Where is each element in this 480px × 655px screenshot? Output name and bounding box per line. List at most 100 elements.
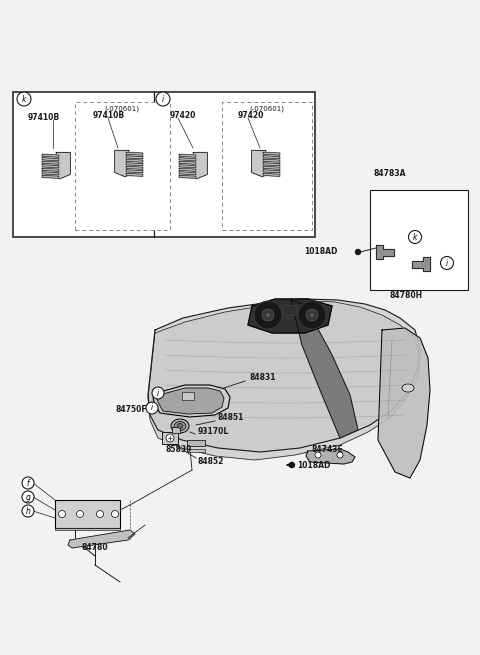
Text: 97420: 97420 <box>238 111 264 119</box>
Polygon shape <box>115 151 129 177</box>
Polygon shape <box>263 162 280 166</box>
Bar <box>187 449 205 452</box>
Polygon shape <box>148 299 420 452</box>
Circle shape <box>337 452 343 458</box>
Bar <box>370 190 468 290</box>
Polygon shape <box>126 152 143 155</box>
Polygon shape <box>263 170 280 173</box>
Text: 84750F: 84750F <box>115 405 146 415</box>
Polygon shape <box>263 166 280 170</box>
Bar <box>162 432 178 444</box>
Polygon shape <box>291 300 358 438</box>
Polygon shape <box>179 168 196 172</box>
Text: 84831: 84831 <box>249 373 276 383</box>
Polygon shape <box>263 159 280 162</box>
Text: (-070601): (-070601) <box>250 106 285 113</box>
Text: f: f <box>27 479 29 487</box>
Polygon shape <box>179 161 196 164</box>
Polygon shape <box>248 299 332 333</box>
Text: i: i <box>446 259 448 267</box>
Polygon shape <box>42 154 59 157</box>
Bar <box>75 102 170 230</box>
Text: 84783A: 84783A <box>373 170 406 179</box>
Polygon shape <box>42 161 59 164</box>
Polygon shape <box>378 328 430 478</box>
Ellipse shape <box>174 422 186 430</box>
Circle shape <box>22 505 34 517</box>
Polygon shape <box>56 153 70 179</box>
Polygon shape <box>263 152 280 155</box>
Text: 84780: 84780 <box>82 544 108 553</box>
Text: 93170L: 93170L <box>198 426 229 436</box>
Circle shape <box>156 92 170 106</box>
Text: g: g <box>25 493 30 502</box>
Text: 84852: 84852 <box>198 457 224 466</box>
Polygon shape <box>126 170 143 173</box>
Polygon shape <box>179 158 196 160</box>
Text: 1018AD: 1018AD <box>304 248 337 257</box>
Bar <box>283 305 297 315</box>
Text: 85839: 85839 <box>166 445 192 453</box>
Polygon shape <box>42 176 59 178</box>
Polygon shape <box>157 388 224 414</box>
Bar <box>172 427 180 433</box>
Ellipse shape <box>178 424 182 428</box>
Circle shape <box>146 402 158 414</box>
Circle shape <box>310 313 314 317</box>
Polygon shape <box>263 156 280 159</box>
Polygon shape <box>153 385 230 417</box>
Polygon shape <box>179 176 196 178</box>
Bar <box>13 92 315 237</box>
Circle shape <box>356 250 360 255</box>
Circle shape <box>111 510 119 517</box>
Polygon shape <box>263 174 280 176</box>
Polygon shape <box>126 159 143 162</box>
Circle shape <box>441 257 454 269</box>
Circle shape <box>306 309 318 321</box>
Polygon shape <box>306 449 355 464</box>
Polygon shape <box>126 156 143 159</box>
Circle shape <box>315 452 321 458</box>
Polygon shape <box>42 158 59 160</box>
Text: 84780H: 84780H <box>390 291 423 299</box>
Circle shape <box>166 434 174 442</box>
Polygon shape <box>126 162 143 166</box>
Text: 97410B: 97410B <box>28 113 60 121</box>
Ellipse shape <box>402 384 414 392</box>
Polygon shape <box>42 164 59 168</box>
Polygon shape <box>376 245 394 259</box>
Polygon shape <box>412 257 430 271</box>
Text: 97410B: 97410B <box>93 111 125 119</box>
Polygon shape <box>42 172 59 175</box>
Bar <box>55 500 120 528</box>
Polygon shape <box>42 168 59 172</box>
Circle shape <box>76 510 84 517</box>
Text: (-070601): (-070601) <box>105 106 140 113</box>
Polygon shape <box>179 154 196 157</box>
Circle shape <box>96 510 104 517</box>
Polygon shape <box>68 530 135 548</box>
Polygon shape <box>193 153 207 179</box>
Text: 84851: 84851 <box>218 413 244 422</box>
Circle shape <box>266 313 270 317</box>
Circle shape <box>59 510 65 517</box>
Text: i: i <box>162 94 164 103</box>
Text: 1018AD: 1018AD <box>297 460 330 470</box>
Bar <box>187 440 205 446</box>
Circle shape <box>17 92 31 106</box>
Circle shape <box>152 387 164 399</box>
Text: 97420: 97420 <box>170 111 196 119</box>
Text: i: i <box>157 388 159 398</box>
Polygon shape <box>148 301 420 460</box>
Text: k: k <box>413 233 417 242</box>
Polygon shape <box>126 174 143 176</box>
Bar <box>222 102 312 230</box>
Polygon shape <box>126 166 143 170</box>
Circle shape <box>22 477 34 489</box>
Text: 84743E: 84743E <box>312 445 344 453</box>
Text: h: h <box>25 506 30 515</box>
Polygon shape <box>179 164 196 168</box>
Bar <box>182 392 194 400</box>
Circle shape <box>289 462 295 468</box>
Text: i: i <box>151 403 153 413</box>
